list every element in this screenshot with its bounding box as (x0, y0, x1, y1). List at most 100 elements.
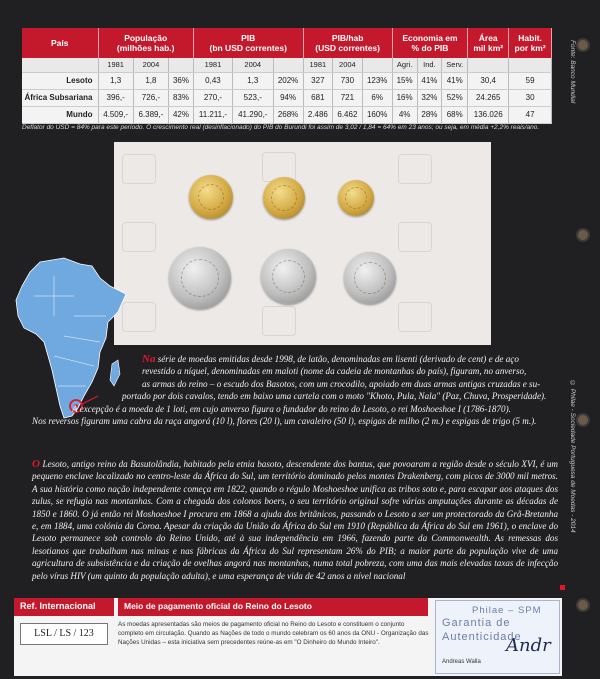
header-pib: PIB (bn USD correntes) (193, 28, 304, 58)
ref-code: LSL / LS / 123 (20, 623, 108, 645)
copyright-note: © Philae - Sociedade Portuguesa de Moeda… (569, 380, 576, 533)
header-population: População (milhões hab.) (98, 28, 194, 58)
year-cell: 2004 (133, 58, 170, 73)
end-mark (560, 585, 565, 590)
table-cell: 160% (362, 106, 393, 124)
table-cell: 52% (441, 89, 469, 107)
pointer-line (81, 395, 99, 405)
table-cell: 11.211,- (193, 106, 234, 124)
coin-2-maloti (261, 249, 316, 304)
coin-20-lisenti (263, 177, 305, 219)
binder-hole (576, 228, 590, 242)
table-cell: 721 (332, 89, 363, 107)
table-cell: 268% (273, 106, 304, 124)
table-cell: 1,3 (98, 72, 134, 90)
binder-hole (576, 413, 590, 427)
table-cell: 68% (441, 106, 469, 124)
header-area: Área mil km² (467, 28, 510, 58)
table-cell: 396,- (98, 89, 134, 107)
table-cell: 6.389,- (133, 106, 170, 124)
crest-emboss (398, 222, 432, 252)
crest-emboss (262, 306, 296, 336)
coin-50-lisenti (338, 180, 374, 216)
table-cell: 41.290,- (232, 106, 274, 124)
year-cell: 2004 (332, 58, 363, 73)
seal-line: Autenticidade (442, 631, 522, 643)
table-cell: 136.026 (467, 106, 510, 124)
year-cell (467, 58, 510, 73)
table-cell: 83% (168, 89, 194, 107)
text-line: Nos reversos figuram uma cabra da raça a… (32, 416, 537, 427)
africa-map (15, 257, 127, 419)
coin-1-loti (169, 247, 231, 309)
seal-line: Garantia de (442, 617, 511, 629)
table-cell: 94% (273, 89, 304, 107)
year-cell (168, 58, 194, 73)
year-cell: Serv. (441, 58, 469, 73)
table-cell: 16% (392, 89, 418, 107)
seal-line: Philae – SPM (472, 605, 542, 616)
table-cell: 6.462 (332, 106, 363, 124)
text-line: portado por dois cavalos, tendo em baixo… (122, 391, 547, 402)
table-cell: 15% (392, 72, 418, 90)
statistics-table: País População (milhões hab.) PIB (bn US… (22, 28, 552, 124)
table-cell: 270,- (193, 89, 234, 107)
coin-5-maloti (344, 252, 396, 304)
text-line: Na série de moedas emitidas desde 1998, … (32, 353, 558, 365)
year-cell: 1981 (98, 58, 134, 73)
drop-cap: O (32, 458, 40, 470)
country-cell: África Subsariana (22, 89, 99, 107)
text-line: A excepção é a moeda de 1 loti, em cujo … (72, 403, 511, 414)
table-cell: 1,8 (133, 72, 170, 90)
text-span: série de moedas emitidas desde 1998, de … (157, 354, 519, 364)
history-description: O Lesoto, antigo reino da Basutolândia, … (32, 458, 558, 582)
table-cell: 28% (417, 106, 443, 124)
meio-text: As moedas apresentadas são meios de paga… (118, 621, 429, 646)
year-cell: 1981 (303, 58, 334, 73)
table-cell: 42% (168, 106, 194, 124)
header-density: Habit. por km² (508, 28, 552, 58)
table-cell: 4% (392, 106, 418, 124)
country-cell: Lesoto (22, 72, 99, 90)
year-cell: 2004 (232, 58, 274, 73)
year-cell: 1981 (193, 58, 234, 73)
table-cell: 6% (362, 89, 393, 107)
ref-title: Ref. Internacional (14, 598, 114, 616)
coin-card (114, 142, 491, 345)
year-cell: Ind. (417, 58, 443, 73)
table-cell: 30,4 (467, 72, 510, 90)
year-cell (508, 58, 552, 73)
year-cell (22, 58, 99, 73)
authenticity-seal: Philae – SPM Garantia de Autenticidade A… (435, 600, 560, 674)
table-cell: 202% (273, 72, 304, 90)
table-cell: 1,3 (232, 72, 274, 90)
year-cell: Agri. (392, 58, 418, 73)
source-note: Fonte: Banco Mundial (569, 40, 576, 104)
table-cell: 47 (508, 106, 552, 124)
table-cell: 24.265 (467, 89, 510, 107)
table-cell: 0,43 (193, 72, 234, 90)
table-cell: 523,- (232, 89, 274, 107)
binder-hole (576, 38, 590, 52)
text-line: as armas do reino – o escudo dos Basotos… (142, 378, 541, 389)
table-cell: 41% (417, 72, 443, 90)
header-economy: Economia em % do PIB (392, 28, 469, 58)
header-pib-hab: PIB/hab (USD correntes) (303, 28, 393, 58)
table-cell: 726,- (133, 89, 170, 107)
crest-emboss (398, 302, 432, 332)
table-cell: 730 (332, 72, 363, 90)
table-row: Lesoto 1,3 1,8 36% 0,43 1,3 202% 327 730… (22, 72, 552, 90)
crest-emboss (122, 154, 156, 184)
table-row: Mundo 4.509,- 6.389,- 42% 11.211,- 41.29… (22, 106, 552, 124)
table-cell: 327 (303, 72, 334, 90)
signature: Andr (506, 635, 551, 656)
table-cell: 32% (417, 89, 443, 107)
table-years-row: 1981 2004 1981 2004 1981 2004 Agri. Ind.… (22, 58, 552, 73)
certificate-box: Ref. Internacional LSL / LS / 123 Meio d… (14, 598, 562, 676)
deflator-footnote: Deflator do USD = 84% para este período.… (22, 124, 540, 131)
table-cell: 2.486 (303, 106, 334, 124)
lesotho-dot (74, 404, 78, 408)
signer-name: Andreas Walla (442, 659, 481, 665)
binder-hole (576, 598, 590, 612)
